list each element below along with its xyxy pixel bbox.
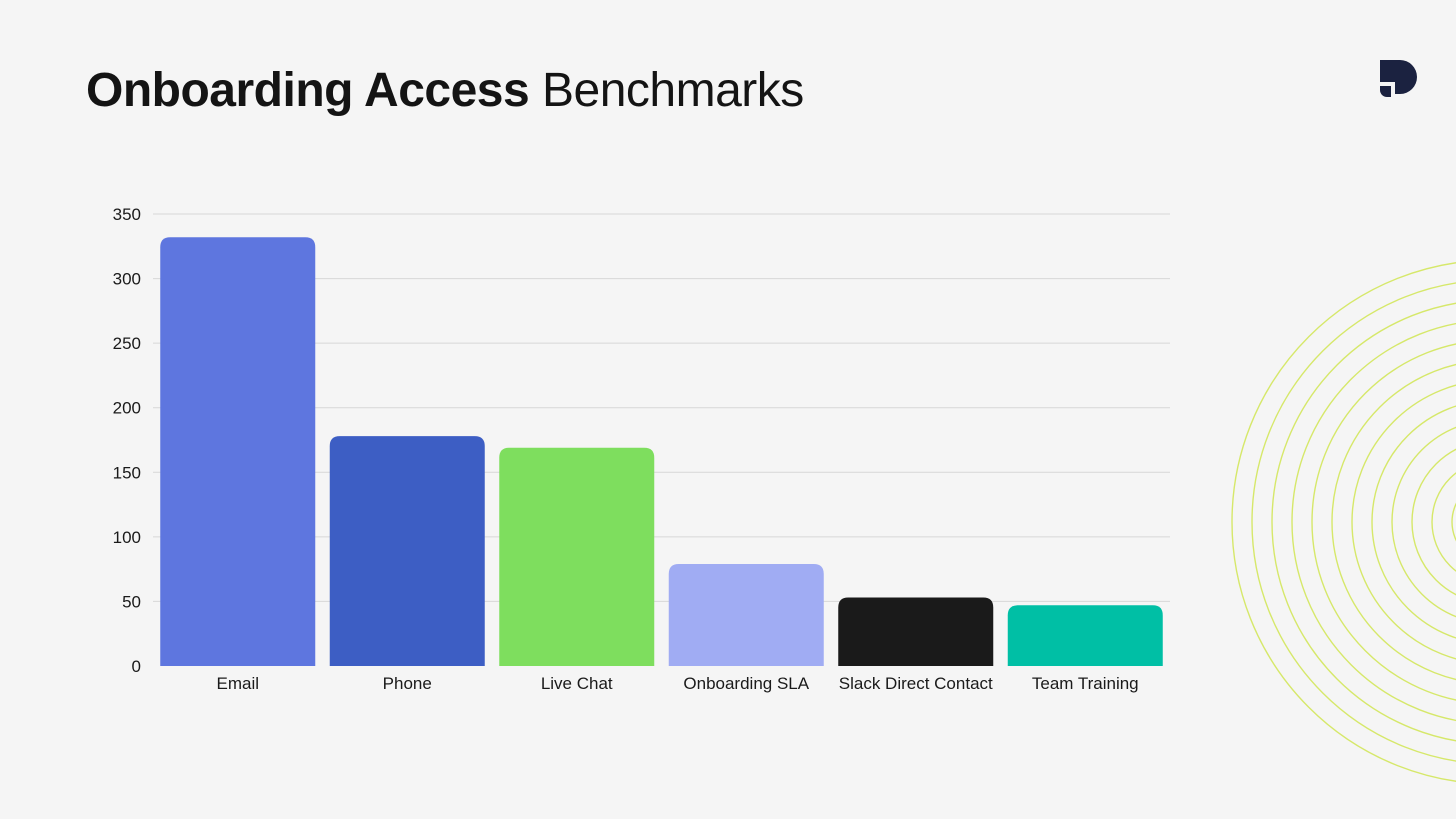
- ring-1: [1451, 502, 1456, 542]
- brand-logo-icon: [1380, 60, 1417, 97]
- bar-onboarding-sla: [668, 563, 824, 666]
- y-tick-label: 100: [113, 528, 141, 547]
- page-title: Onboarding Access Benchmarks: [86, 58, 804, 124]
- y-axis-ticks: 0 50 100 150 200 250 300 350: [113, 205, 141, 676]
- ring-3: [1411, 448, 1456, 596]
- y-tick-label: 200: [113, 399, 141, 418]
- x-category-label: Phone: [383, 674, 432, 693]
- x-category-label: Email: [216, 674, 259, 693]
- ring-10: [1271, 302, 1456, 742]
- ring-4: [1391, 426, 1456, 618]
- bar-email: [160, 237, 316, 666]
- y-tick-label: 150: [113, 463, 141, 482]
- x-category-label: Slack Direct Contact: [839, 674, 993, 693]
- x-category-label: Live Chat: [541, 674, 613, 693]
- y-tick-label: 50: [122, 592, 141, 611]
- ring-7: [1331, 363, 1456, 681]
- x-category-label: Team Training: [1032, 674, 1139, 693]
- ring-12: [1231, 262, 1456, 782]
- bars: [160, 237, 1163, 666]
- title-bold-part: Onboarding Access: [86, 64, 530, 117]
- ring-6: [1351, 384, 1456, 660]
- bar-live-chat: [499, 447, 655, 666]
- ring-8: [1311, 343, 1456, 701]
- y-tick-label: 300: [113, 270, 141, 289]
- x-axis-labels: Email Phone Live Chat Onboarding SLA Slack D…: [216, 674, 1138, 693]
- bar-team-training: [1007, 605, 1163, 666]
- x-category-label: Onboarding SLA: [683, 674, 809, 693]
- ring-11: [1251, 282, 1456, 762]
- y-tick-label: 0: [132, 657, 141, 676]
- ring-2: [1431, 472, 1456, 572]
- bar-slack-direct-contact: [838, 597, 994, 666]
- grid-lines: [153, 213, 1170, 602]
- ring-5: [1371, 405, 1456, 639]
- bar-phone: [329, 436, 485, 666]
- y-tick-label: 250: [113, 334, 141, 353]
- title-light-part: Benchmarks: [542, 64, 804, 117]
- y-tick-label: 350: [113, 205, 141, 224]
- ring-9: [1291, 322, 1456, 722]
